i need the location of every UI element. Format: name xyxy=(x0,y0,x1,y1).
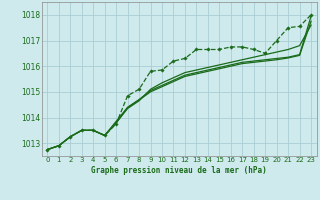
X-axis label: Graphe pression niveau de la mer (hPa): Graphe pression niveau de la mer (hPa) xyxy=(91,166,267,175)
